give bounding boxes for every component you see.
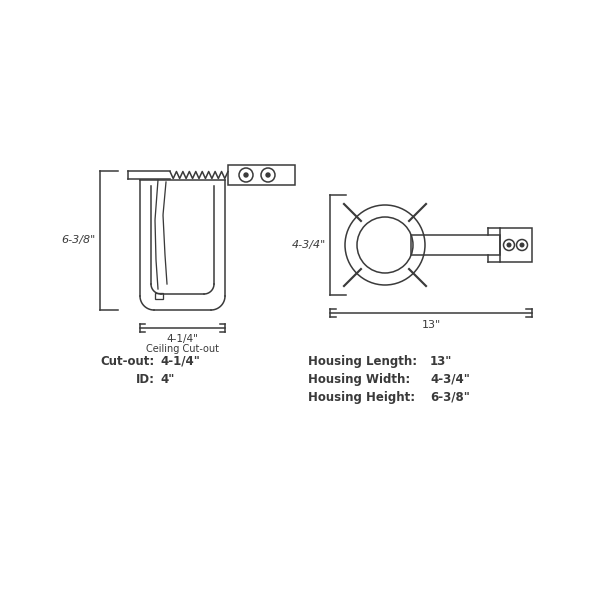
Circle shape	[266, 173, 270, 177]
Text: 4-1/4": 4-1/4"	[160, 355, 200, 368]
Text: 13": 13"	[430, 355, 452, 368]
Text: 4": 4"	[160, 373, 175, 386]
Text: Cut-out:: Cut-out:	[101, 355, 155, 368]
Text: 4-3/4": 4-3/4"	[430, 373, 470, 386]
Text: 6-3/8": 6-3/8"	[430, 391, 470, 404]
Bar	[228, 165, 295, 185]
Text: 4-1/4": 4-1/4"	[167, 334, 199, 344]
Circle shape	[520, 243, 524, 247]
Text: Housing Length:: Housing Length:	[308, 355, 417, 368]
Bar	[155, 293, 163, 299]
Text: 6-3/8": 6-3/8"	[62, 235, 96, 245]
Circle shape	[507, 243, 511, 247]
Bar	[500, 228, 532, 262]
Text: Housing Width:: Housing Width:	[308, 373, 410, 386]
Text: Housing Height:: Housing Height:	[308, 391, 415, 404]
Text: ID:: ID:	[136, 373, 155, 386]
Circle shape	[244, 173, 248, 177]
Text: 13": 13"	[421, 320, 440, 330]
Text: 4-3/4": 4-3/4"	[292, 240, 326, 250]
Text: Ceiling Cut-out: Ceiling Cut-out	[146, 344, 219, 354]
Bar	[411, 235, 500, 255]
